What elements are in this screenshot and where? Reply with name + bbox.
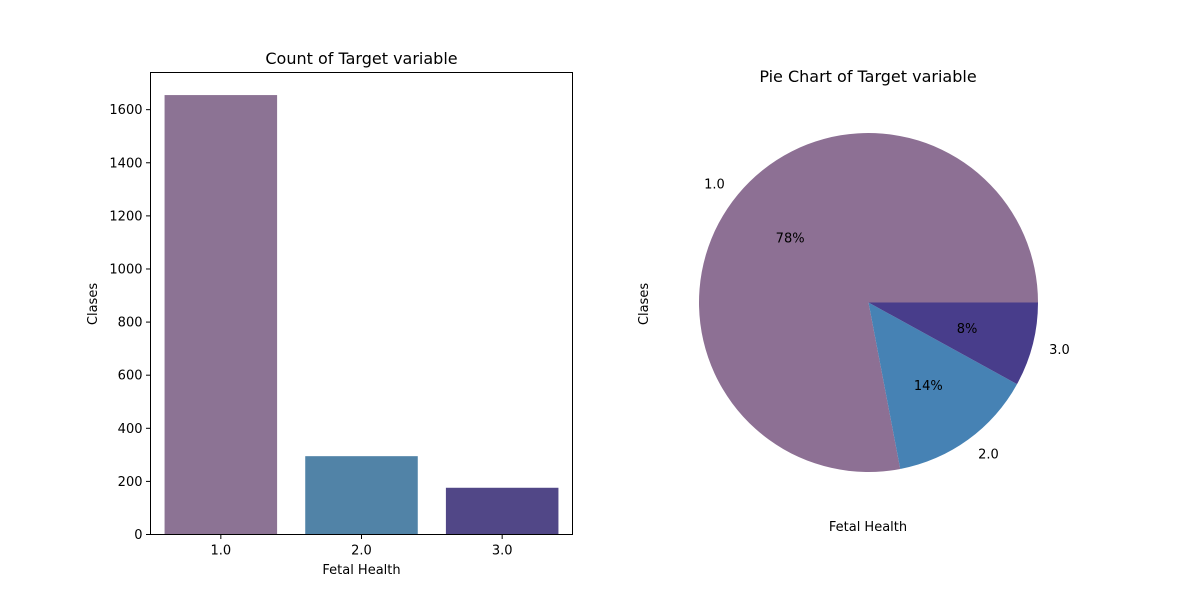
pie-chart: Pie Chart of Target variable 1.0 78% 2.0 14… <box>637 67 1070 535</box>
bar-x-axis-label: Fetal Health <box>322 563 400 578</box>
pie-percent-label: 78% <box>776 232 805 247</box>
pie-percent-label: 14% <box>914 379 943 394</box>
pie-slice <box>868 302 1018 469</box>
y-tick-label: 400 <box>118 422 143 437</box>
y-tick-label: 200 <box>118 475 143 490</box>
bar-plot-frame <box>150 72 573 535</box>
y-tick-label: 600 <box>118 369 143 384</box>
pie-percent-label: 8% <box>957 322 978 337</box>
y-tick-label: 1200 <box>109 209 142 224</box>
pie-category-label: 3.0 <box>1049 343 1070 358</box>
bar <box>305 456 418 535</box>
pie-category-label: 2.0 <box>978 447 999 462</box>
bar-y-axis-ticks: 0 200 400 600 800 1000 1200 1400 1600 <box>109 103 151 543</box>
pie-x-axis-label: Fetal Health <box>829 520 907 535</box>
pie-chart-title: Pie Chart of Target variable <box>759 67 976 86</box>
y-tick-label: 0 <box>134 528 142 543</box>
pie-slices <box>698 132 1038 472</box>
x-tick-label: 3.0 <box>492 544 513 559</box>
pie-slice <box>868 302 1038 385</box>
y-tick-label: 1400 <box>109 156 142 171</box>
bar-x-axis-ticks: 1.0 2.0 3.0 <box>210 534 513 559</box>
bar-chart: Count of Target variable 0 200 400 600 800 10… <box>86 49 573 578</box>
x-tick-label: 2.0 <box>351 544 372 559</box>
y-tick-label: 1000 <box>109 262 142 277</box>
y-tick-label: 800 <box>118 316 143 331</box>
bar-y-axis-label: Clases <box>86 283 101 325</box>
bar <box>445 487 559 535</box>
bar-series <box>164 95 559 535</box>
x-tick-label: 1.0 <box>210 544 231 559</box>
pie-y-axis-label: Clases <box>637 283 652 325</box>
y-tick-label: 1600 <box>109 103 142 118</box>
bar <box>164 95 278 535</box>
pie-category-label: 1.0 <box>704 178 725 193</box>
bar-chart-title: Count of Target variable <box>265 49 457 68</box>
pie-labels: 1.0 78% 2.0 14% 3.0 8% <box>704 178 1070 463</box>
